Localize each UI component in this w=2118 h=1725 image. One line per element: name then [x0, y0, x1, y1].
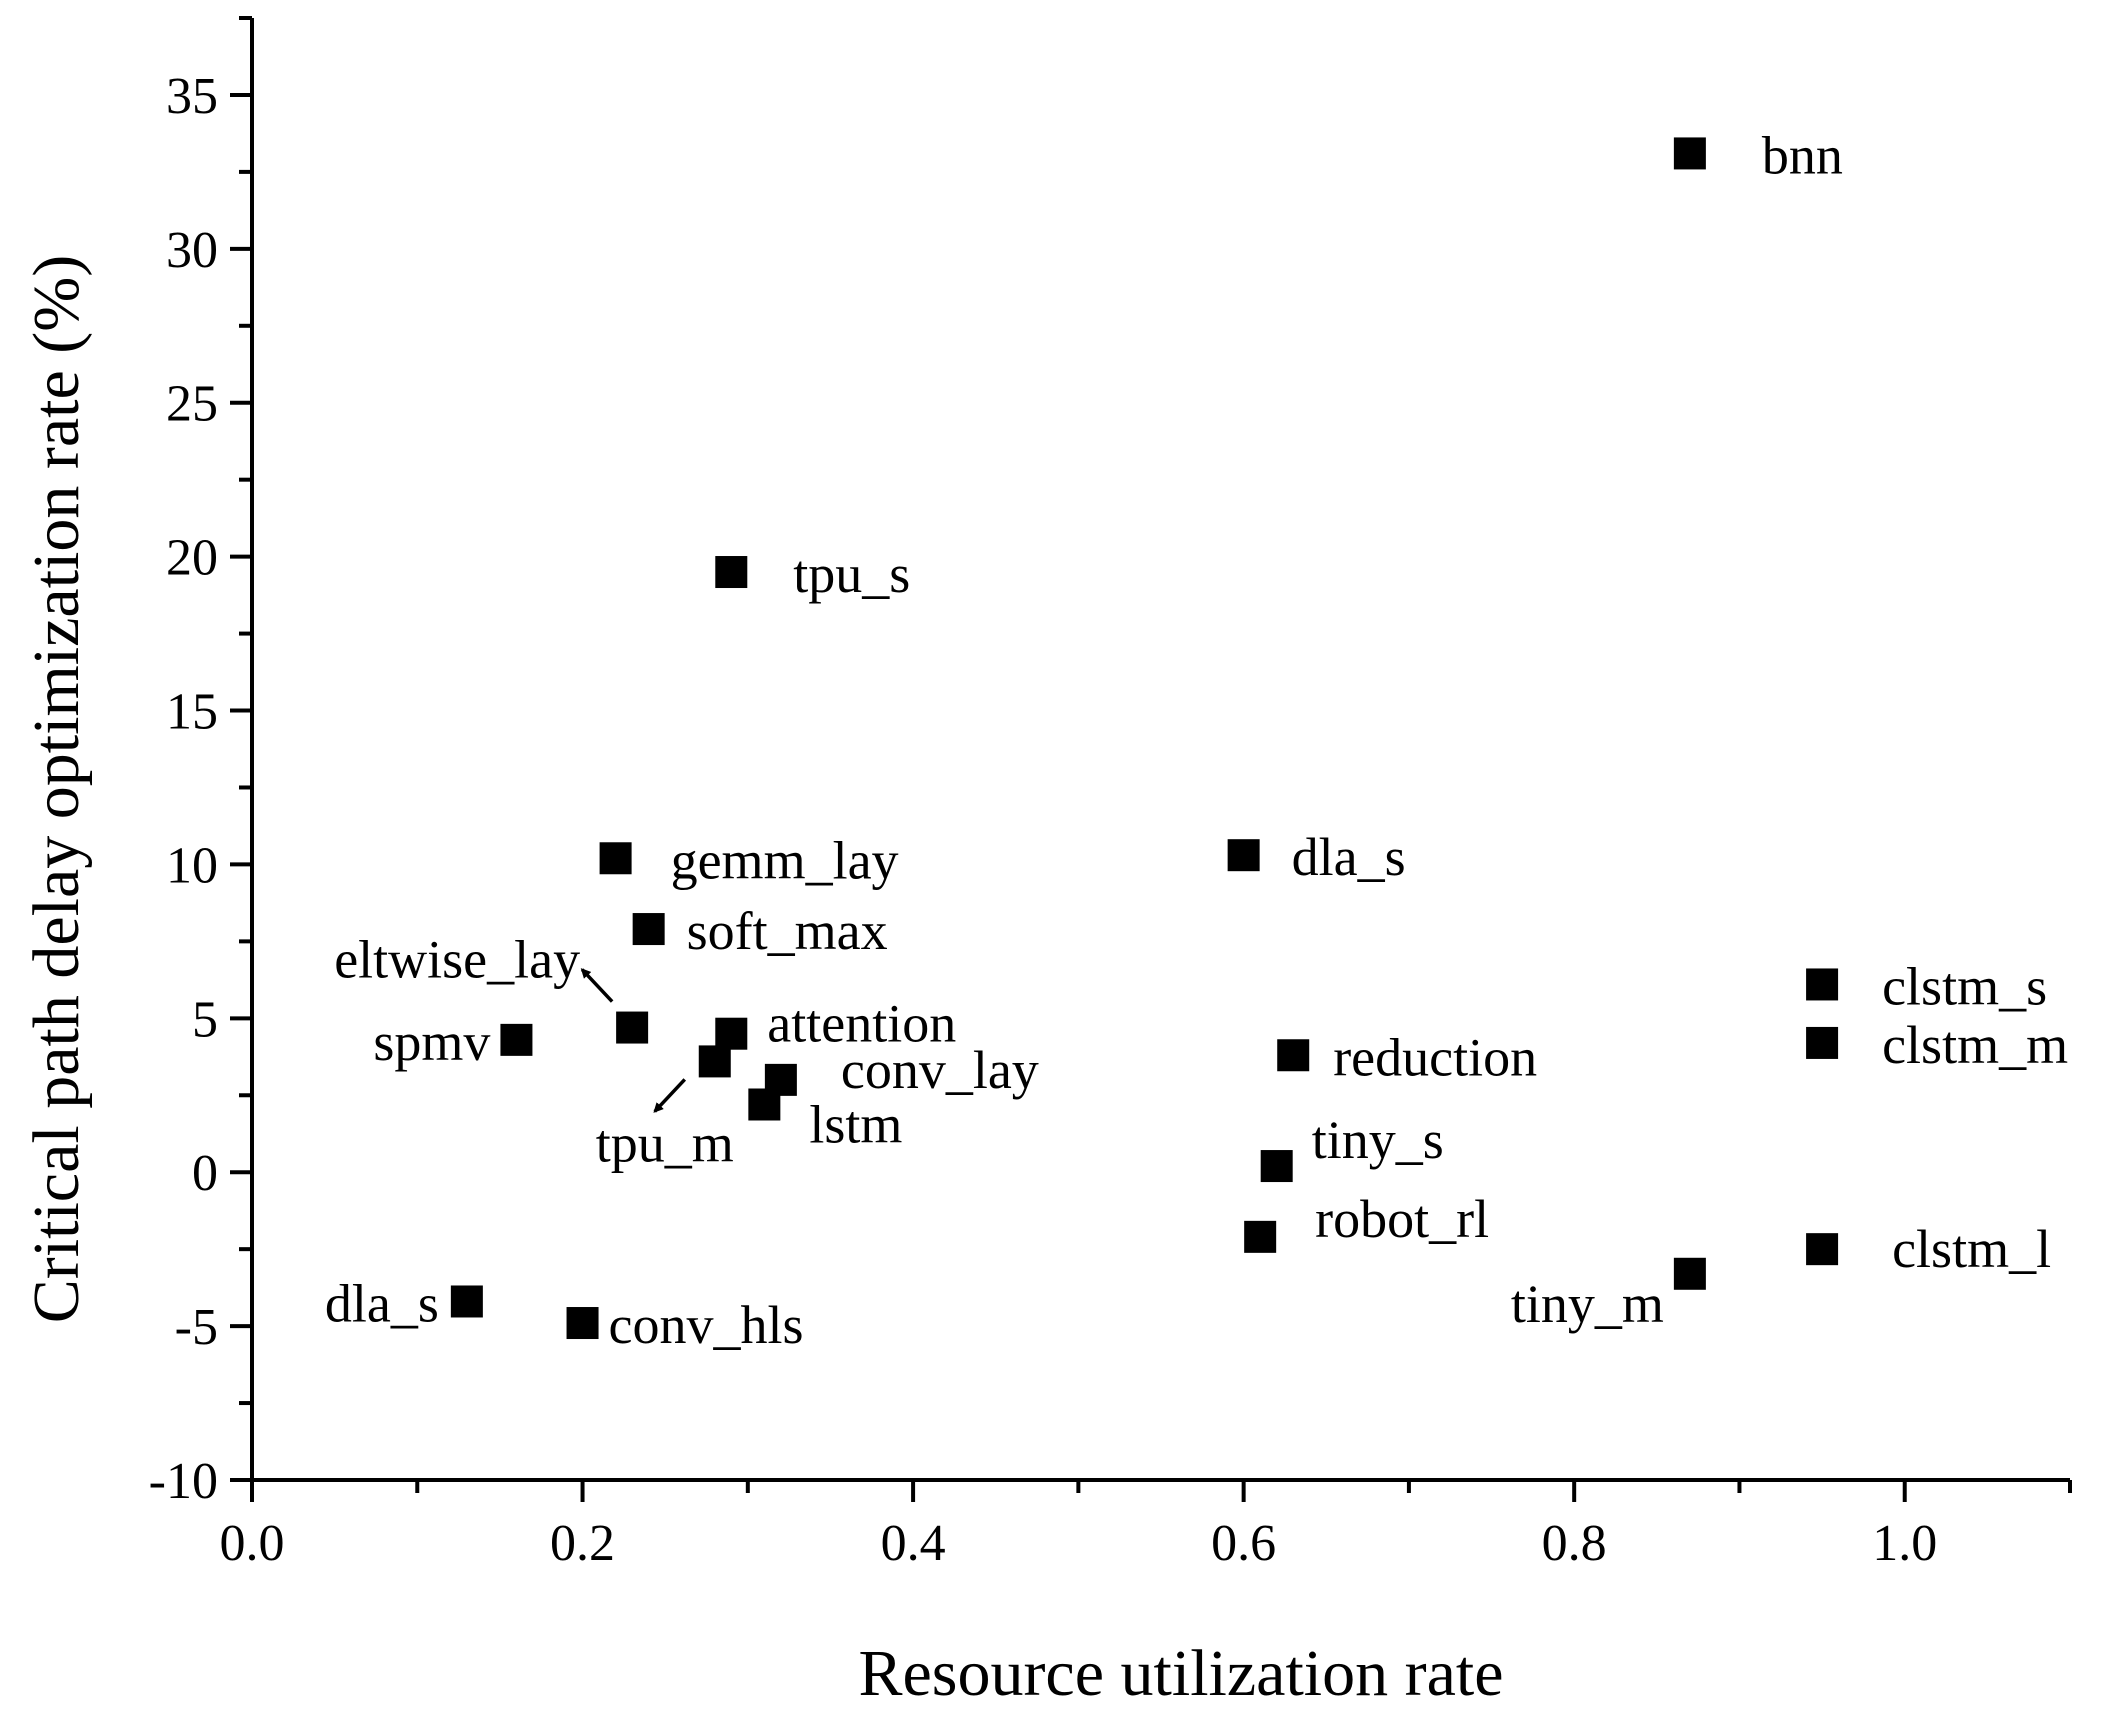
axes	[250, 18, 2070, 1482]
data-point-conv-hls	[566, 1307, 599, 1340]
x-axis-ticks	[250, 1480, 2072, 1502]
data-point-robot-rl	[1244, 1220, 1277, 1253]
data-point-bnn	[1673, 137, 1706, 170]
data-point-eltwise-lay	[616, 1011, 649, 1044]
data-label-tpu-m: tpu_m	[596, 1113, 734, 1173]
data-point-spmv	[500, 1023, 533, 1056]
x-axis-title: Resource utilization rate	[858, 1637, 1503, 1710]
data-point-soft-max	[632, 913, 665, 946]
data-label-tpu-s: tpu_s	[793, 544, 910, 604]
data-label-spmv: spmv	[373, 1012, 490, 1072]
data-label-clstm-s: clstm_s	[1882, 956, 2047, 1016]
data-label-tiny-m: tiny_m	[1511, 1274, 1664, 1334]
data-label-dla-s: dla_s	[1292, 827, 1406, 887]
data-label-clstm-l: clstm_l	[1892, 1219, 2051, 1279]
data-label-soft-max: soft_max	[687, 901, 888, 961]
data-label-dla-s: dla_s	[325, 1273, 439, 1333]
data-label-bnn: bnn	[1762, 125, 1843, 185]
data-point-tpu-s	[715, 556, 748, 589]
data-point-clstm-m	[1806, 1026, 1839, 1059]
data-point-lstm	[748, 1088, 781, 1121]
y-tick-label: 25	[166, 376, 218, 433]
y-axis-title: Critical path delay optimization rate (%…	[20, 255, 93, 1323]
data-point-tiny-m	[1673, 1257, 1706, 1290]
tpu-m-arrow	[653, 1078, 687, 1113]
data-point-reduction	[1277, 1039, 1310, 1072]
data-label-reduction: reduction	[1333, 1027, 1537, 1087]
y-tick-label: 30	[166, 222, 218, 279]
data-label-lstm: lstm	[809, 1094, 902, 1154]
data-label-gemm-lay: gemm_lay	[671, 830, 899, 890]
y-axis-tick-labels: -10 -5 0 5 10 15 20 25 30 35	[149, 68, 218, 1510]
x-axis-tick-labels: 0.0 0.2 0.4 0.6 0.8 1.0	[220, 1515, 1938, 1572]
data-point-clstm-l	[1806, 1233, 1839, 1266]
data-labels: bnn tpu_s gemm_lay dla_s soft_max eltwise_lay…	[325, 125, 2068, 1355]
data-markers	[450, 137, 1839, 1340]
x-tick-label: 0.8	[1542, 1515, 1607, 1572]
data-label-robot-rl: robot_rl	[1315, 1189, 1489, 1249]
data-label-conv-lay: conv_lay	[841, 1040, 1039, 1100]
x-tick-label: 1.0	[1872, 1515, 1937, 1572]
y-tick-label: 20	[166, 530, 218, 587]
data-point-gemm-lay	[599, 842, 632, 875]
data-label-attention: attention	[767, 994, 956, 1054]
y-tick-label: -10	[149, 1453, 218, 1510]
data-point-tiny-s	[1260, 1150, 1293, 1183]
data-point-dla-s	[450, 1285, 483, 1318]
eltwise-lay-arrow	[580, 968, 614, 1003]
x-tick-label: 0.0	[220, 1515, 285, 1572]
annotation-arrows	[580, 968, 687, 1113]
y-tick-label: 15	[166, 684, 218, 741]
data-label-tiny-s: tiny_s	[1312, 1110, 1444, 1170]
data-point-attention	[715, 1017, 748, 1050]
x-tick-label: 0.6	[1211, 1515, 1276, 1572]
data-label-eltwise-lay: eltwise_lay	[334, 930, 580, 990]
y-tick-label: -5	[175, 1299, 218, 1356]
y-tick-label: 5	[192, 991, 218, 1048]
y-tick-label: 35	[166, 68, 218, 125]
y-tick-label: 10	[166, 837, 218, 894]
y-tick-label: 0	[192, 1145, 218, 1202]
x-tick-label: 0.2	[550, 1515, 615, 1572]
data-point-clstm-s	[1806, 968, 1839, 1001]
data-label-clstm-m: clstm_m	[1882, 1015, 2068, 1075]
data-point-tpu-m	[698, 1045, 731, 1078]
data-point-dla-s	[1227, 839, 1260, 872]
y-axis-ticks	[230, 16, 252, 1482]
x-tick-label: 0.4	[881, 1515, 946, 1572]
data-label-conv-hls: conv_hls	[609, 1295, 804, 1355]
